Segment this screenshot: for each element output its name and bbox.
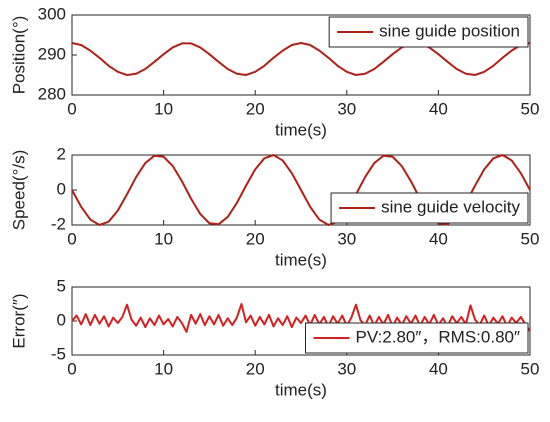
legend: sine guide position [328,16,529,48]
x-tick-label: 50 [521,229,540,248]
y-tick-label: 0 [57,310,66,329]
legend-label: sine guide velocity [381,197,520,216]
y-tick-label: -5 [51,344,66,363]
data-line [71,303,531,333]
x-tick-label: 10 [154,229,173,248]
x-tick-label: 10 [154,359,173,378]
y-tick-label: 300 [38,4,66,23]
y-axis-label: Speed(°/s) [9,150,28,231]
x-axis-label: time(s) [275,250,327,269]
x-axis-label: time(s) [275,380,327,399]
y-tick-label: 0 [57,179,66,198]
y-tick-label: 280 [38,84,66,103]
x-tick-label: 40 [429,359,448,378]
legend-label: PV:2.80″，RMS:0.80″ [356,327,520,346]
x-axis-label: time(s) [275,120,327,139]
x-tick-label: 50 [521,359,540,378]
x-tick-label: 10 [154,99,173,118]
y-axis-label: Error(″) [9,293,28,348]
x-tick-label: 30 [337,229,356,248]
x-tick-label: 20 [246,229,265,248]
x-tick-label: 30 [337,99,356,118]
y-tick-label: 290 [38,44,66,63]
x-tick-label: 0 [67,99,76,118]
y-tick-label: 5 [57,276,66,295]
x-tick-label: 20 [246,99,265,118]
x-tick-label: 40 [429,229,448,248]
x-tick-label: 30 [337,359,356,378]
x-tick-label: 40 [429,99,448,118]
y-tick-label: -2 [51,214,66,233]
legend: PV:2.80″，RMS:0.80″ [305,322,529,354]
legend: sine guide velocity [330,192,529,224]
x-tick-label: 20 [246,359,265,378]
x-tick-label: 0 [67,229,76,248]
x-tick-label: 0 [67,359,76,378]
legend-label: sine guide position [379,21,520,40]
y-axis-label: Position(°) [9,16,28,95]
data-line [71,42,531,76]
y-tick-label: 2 [57,144,66,163]
x-tick-label: 50 [521,99,540,118]
